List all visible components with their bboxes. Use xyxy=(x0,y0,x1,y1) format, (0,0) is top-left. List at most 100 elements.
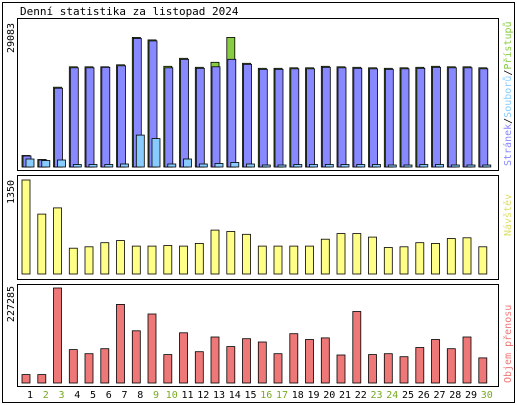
bar-traffic-day-6 xyxy=(100,348,110,384)
bar-pages-day-19 xyxy=(306,68,315,168)
bar-pages-day-7 xyxy=(117,65,126,168)
bar-traffic-day-26 xyxy=(415,347,425,384)
bar-traffic-day-3 xyxy=(53,287,62,384)
bar-pages-day-28 xyxy=(447,67,457,168)
bar-traffic-day-28 xyxy=(446,348,456,384)
bar-visits-day-15 xyxy=(242,233,251,275)
bar-pages-day-27 xyxy=(432,66,441,168)
day-label-9: 9 xyxy=(153,390,159,401)
bar-pages-day-29 xyxy=(463,67,473,168)
legend-hits: Přístupů xyxy=(502,21,514,69)
bar-pages-day-24 xyxy=(384,68,394,168)
day-label-6: 6 xyxy=(106,390,112,401)
bar-visits-day-16 xyxy=(257,245,267,275)
bar-visits-day-5 xyxy=(84,246,94,275)
day-label-1: 1 xyxy=(27,390,33,401)
bar-traffic-day-11 xyxy=(179,332,188,384)
bar-traffic-day-17 xyxy=(273,353,283,384)
bar-pages-day-12 xyxy=(195,67,205,168)
bar-files-day-22 xyxy=(356,164,366,168)
hits-panel-frame xyxy=(17,18,499,171)
bar-files-day-8 xyxy=(135,134,145,168)
bar-visits-day-6 xyxy=(100,242,110,275)
chart-title: Denní statistika za listopad 2024 xyxy=(20,5,239,18)
day-label-28: 28 xyxy=(449,390,461,401)
bar-files-day-11 xyxy=(183,158,192,168)
bar-files-day-27 xyxy=(435,164,444,168)
bar-pages-day-10 xyxy=(164,67,174,168)
bar-visits-day-24 xyxy=(383,247,393,275)
bar-visits-day-12 xyxy=(194,242,204,275)
bar-traffic-day-9 xyxy=(147,313,157,384)
bar-files-day-19 xyxy=(309,164,318,168)
bar-traffic-day-27 xyxy=(431,339,440,384)
bar-files-day-6 xyxy=(104,164,114,168)
bar-visits-day-25 xyxy=(399,246,409,275)
bar-traffic-day-10 xyxy=(163,354,173,384)
bar-files-day-25 xyxy=(403,164,413,168)
day-label-15: 15 xyxy=(244,390,256,401)
x-axis-day-labels: 1 2 3 4 5 6 7 8 9 10 11 12 13 14 15 16 17 18 19 20 21 22 23 24 2… xyxy=(27,390,493,401)
bar-pages-day-11 xyxy=(180,58,189,168)
day-label-17: 17 xyxy=(276,390,288,401)
bar-visits-day-14 xyxy=(226,231,236,275)
bar-files-day-15 xyxy=(246,163,255,168)
bar-files-day-7 xyxy=(120,163,129,168)
bar-traffic-day-14 xyxy=(226,346,236,384)
day-label-8: 8 xyxy=(137,390,143,401)
bar-files-day-10 xyxy=(167,163,177,168)
day-label-26: 26 xyxy=(418,390,430,401)
day-label-10: 10 xyxy=(166,390,178,401)
day-label-22: 22 xyxy=(355,390,367,401)
bar-pages-day-17 xyxy=(274,68,284,168)
day-label-16: 16 xyxy=(260,390,272,401)
bar-visits-day-21 xyxy=(336,233,346,275)
bar-files-day-26 xyxy=(419,164,429,168)
bar-visits-day-13 xyxy=(210,229,220,275)
bar-files-day-3 xyxy=(57,159,66,168)
traffic-panel-frame xyxy=(17,284,499,387)
bar-files-day-2 xyxy=(41,160,51,168)
bar-traffic-day-20 xyxy=(320,337,330,384)
bar-pages-day-21 xyxy=(337,67,347,168)
bar-traffic-day-24 xyxy=(383,353,393,384)
bar-pages-day-22 xyxy=(353,67,363,168)
bar-pages-day-5 xyxy=(85,67,95,168)
bar-pages-day-4 xyxy=(69,67,79,168)
legend-files: Souborů xyxy=(502,76,514,118)
bar-pages-day-25 xyxy=(400,68,410,168)
legend-separator-1: / xyxy=(503,118,514,124)
bar-pages-day-30 xyxy=(479,68,489,168)
bar-visits-day-11 xyxy=(179,245,188,275)
day-label-27: 27 xyxy=(433,390,445,401)
hits-panel-bars xyxy=(21,37,492,168)
legend-pages: Stránek xyxy=(502,124,514,166)
bar-visits-day-27 xyxy=(431,242,440,275)
day-label-30: 30 xyxy=(481,390,493,401)
day-label-24: 24 xyxy=(386,390,398,401)
bar-files-day-30 xyxy=(482,164,492,168)
bar-traffic-day-29 xyxy=(462,336,472,384)
bar-visits-day-2 xyxy=(37,213,47,275)
bar-traffic-day-25 xyxy=(399,356,409,384)
bar-pages-day-23 xyxy=(369,68,378,168)
traffic-panel-bars xyxy=(21,287,488,384)
day-label-20: 20 xyxy=(323,390,335,401)
traffic-ymax-label: 227285 xyxy=(6,286,17,322)
bar-files-day-18 xyxy=(293,164,303,168)
bar-pages-day-26 xyxy=(416,67,426,168)
bar-pages-day-20 xyxy=(321,66,331,168)
bar-files-day-5 xyxy=(88,164,98,168)
bar-files-day-13 xyxy=(214,163,224,168)
bar-traffic-day-4 xyxy=(68,349,78,384)
day-label-3: 3 xyxy=(58,390,64,401)
day-label-12: 12 xyxy=(197,390,209,401)
bar-visits-day-10 xyxy=(163,245,173,275)
visits-panel-frame xyxy=(17,175,499,280)
day-label-2: 2 xyxy=(43,390,49,401)
day-label-7: 7 xyxy=(121,390,127,401)
day-label-21: 21 xyxy=(339,390,351,401)
day-label-18: 18 xyxy=(292,390,304,401)
